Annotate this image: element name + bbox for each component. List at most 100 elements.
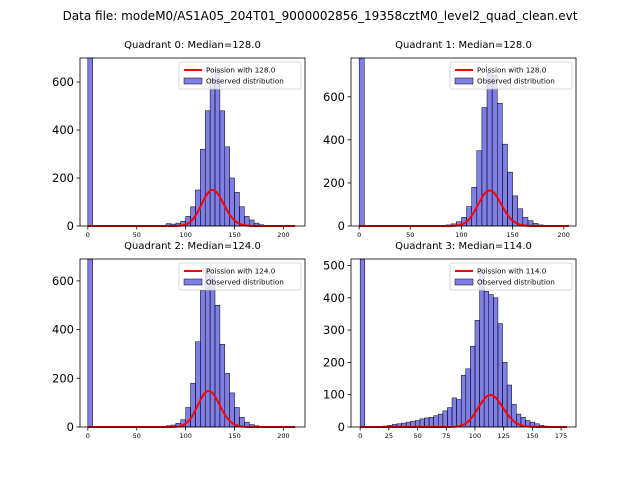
y-tick-label: 0 (67, 420, 74, 434)
legend-bar-label: Observed distribution (477, 77, 555, 86)
y-tick-label: 400 (323, 133, 345, 147)
x-tick-label: 50 (133, 231, 141, 239)
y-tick-label: 0 (338, 219, 345, 233)
y-tick-label: 0 (67, 219, 74, 233)
axes-frame (79, 258, 306, 428)
histogram-bar (483, 291, 490, 428)
histogram-bar (437, 413, 444, 428)
histogram-bar (442, 410, 448, 428)
histogram-bar (451, 397, 457, 428)
panel-1: 0 50 100 150 200 0 200 400 600 Quadrant 1: Median… (323, 40, 577, 239)
histogram-bar (87, 57, 93, 227)
legend-bar-label: Observed distribution (206, 77, 284, 86)
histogram-bar (204, 110, 211, 227)
histogram-bar (424, 417, 430, 428)
x-tick-label: 100 (179, 231, 191, 239)
histogram-bar (502, 362, 508, 428)
x-tick-label: 0 (86, 231, 90, 239)
histogram-bar (456, 399, 462, 428)
histogram-bar (460, 375, 467, 428)
histogram-bar (419, 418, 425, 428)
y-tick-label: 600 (52, 75, 74, 89)
legend-bar-label: Observed distribution (206, 278, 284, 287)
axes-frame (350, 57, 577, 227)
legend-line-label: Poission with 114.0 (477, 267, 547, 276)
x-tick-label: 150 (228, 432, 240, 440)
x-tick-label: 175 (555, 432, 567, 440)
legend: Poission with 128.0 Observed distribution (178, 61, 302, 90)
legend-line-label: Poission with 128.0 (206, 66, 276, 75)
legend-bar-swatch (454, 77, 474, 85)
y-tick-label: 100 (323, 388, 345, 402)
legend-bar-swatch (183, 278, 203, 286)
legend: Poission with 114.0 Observed distribution (449, 262, 573, 291)
histogram-bar (481, 107, 488, 227)
x-tick-label: 50 (133, 432, 141, 440)
histogram-bar (476, 150, 483, 227)
histogram-bar (491, 74, 498, 227)
histogram-bar (87, 258, 93, 428)
x-tick-label: 100 (469, 432, 481, 440)
histogram-bar (493, 297, 499, 428)
panel-3: 0 25 50 75 100 125 150 175 0 100 200 300 400 500 Quadr… (323, 241, 577, 440)
x-tick-label: 150 (228, 231, 240, 239)
histogram-bar (488, 294, 494, 428)
histogram-bar (465, 368, 471, 428)
y-tick-label: 300 (323, 323, 345, 337)
x-tick-label: 50 (413, 432, 421, 440)
x-tick-label: 0 (86, 432, 90, 440)
y-tick-label: 500 (323, 258, 345, 272)
histogram-bar (209, 275, 216, 428)
legend: Poission with 128.0 Observed distribution (449, 61, 573, 90)
histogram-bar (214, 69, 221, 227)
x-tick-label: 125 (497, 432, 509, 440)
x-tick-label: 200 (277, 231, 289, 239)
y-tick-label: 200 (52, 371, 74, 385)
y-tick-label: 600 (323, 90, 345, 104)
histogram-bar (214, 305, 221, 428)
y-tick-label: 400 (52, 323, 74, 337)
x-tick-label: 200 (558, 231, 570, 239)
y-tick-label: 200 (52, 171, 74, 185)
histogram-bar (190, 382, 196, 428)
legend-box (178, 61, 302, 90)
y-tick-label: 200 (323, 355, 345, 369)
histogram-bar (428, 417, 434, 428)
x-tick-label: 100 (179, 432, 191, 440)
axes-frame (350, 258, 577, 428)
x-tick-label: 50 (406, 231, 414, 239)
y-tick-label: 0 (338, 420, 345, 434)
legend-bar-swatch (183, 77, 203, 85)
panel-title: Quadrant 1: Median=128.0 (395, 40, 532, 51)
panel-title: Quadrant 0: Median=128.0 (124, 40, 261, 51)
y-tick-label: 400 (52, 123, 74, 137)
x-tick-label: 200 (277, 432, 289, 440)
histogram-bar (204, 268, 211, 428)
x-tick-label: 0 (358, 432, 362, 440)
x-tick-label: 75 (442, 432, 450, 440)
legend-line-label: Poission with 124.0 (206, 267, 276, 276)
x-tick-label: 150 (526, 432, 538, 440)
histogram-bar (447, 407, 453, 428)
histogram-bar (497, 102, 503, 227)
y-tick-label: 600 (52, 274, 74, 288)
legend-box (449, 262, 573, 291)
histogram-bar (200, 290, 206, 428)
histogram-bar (219, 110, 226, 227)
x-tick-label: 0 (357, 231, 361, 239)
histogram-bar (358, 57, 365, 227)
panel-0: 0 50 100 150 200 0 200 400 600 Quadrant 0: Median… (52, 40, 306, 239)
legend-bar-swatch (454, 278, 474, 286)
legend-box (449, 61, 573, 90)
histogram-bar (195, 341, 201, 428)
histogram-bar (506, 384, 512, 428)
legend: Poission with 124.0 Observed distribution (178, 262, 302, 291)
legend-box (178, 262, 302, 291)
histogram-bar (359, 258, 366, 428)
x-tick-label: 150 (506, 231, 518, 239)
legend-line-label: Poission with 128.0 (477, 66, 547, 75)
histogram-bar (200, 148, 206, 227)
figure-suptitle: Data file: modeM0/AS1A05_204T01_90000028… (63, 9, 578, 23)
axes-frame (79, 57, 306, 227)
